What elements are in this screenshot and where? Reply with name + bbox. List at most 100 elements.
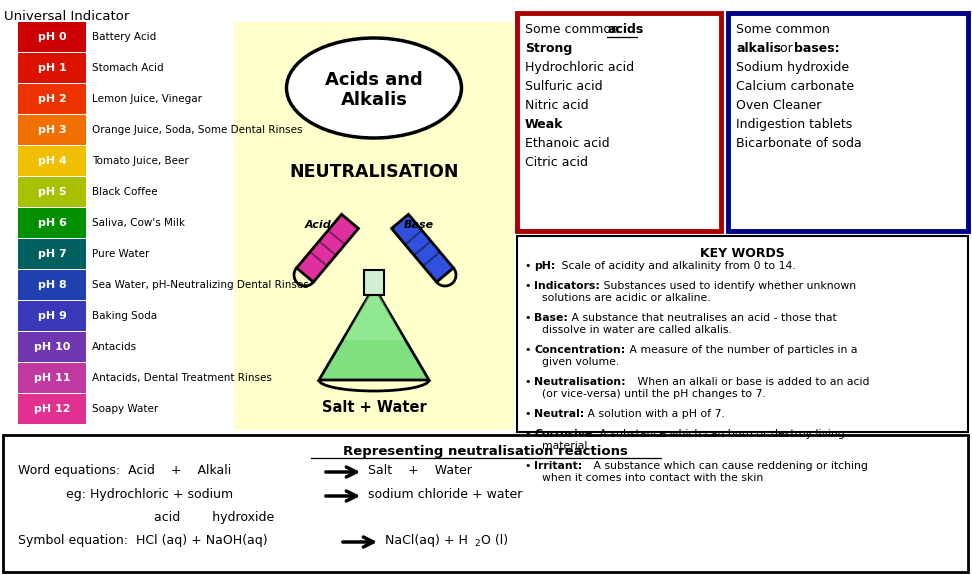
Text: when it comes into contact with the skin: when it comes into contact with the skin (542, 473, 763, 483)
Text: •: • (524, 281, 531, 291)
Bar (517, 236, 968, 432)
Text: Neutral:: Neutral: (534, 409, 584, 419)
Text: Pure Water: Pure Water (92, 249, 150, 259)
Text: NaCl(aq) + H: NaCl(aq) + H (385, 534, 468, 547)
Text: Base:: Base: (534, 313, 568, 323)
Text: Calcium carbonate: Calcium carbonate (736, 80, 854, 93)
Text: material: material (542, 441, 587, 451)
Text: Soapy Water: Soapy Water (92, 404, 158, 414)
Text: pH 5: pH 5 (38, 187, 66, 197)
Text: pH 1: pH 1 (38, 63, 66, 73)
Text: •: • (524, 409, 531, 419)
Text: Bicarbonate of soda: Bicarbonate of soda (736, 137, 862, 150)
Text: pH 7: pH 7 (38, 249, 66, 259)
Text: Sea Water, pH-Neutralizing Dental Rinses: Sea Water, pH-Neutralizing Dental Rinses (92, 280, 309, 290)
Text: Some common: Some common (736, 23, 830, 36)
Text: Oven Cleaner: Oven Cleaner (736, 99, 821, 112)
Text: given volume.: given volume. (542, 357, 619, 367)
Text: pH 9: pH 9 (38, 311, 66, 321)
Bar (517, 13, 721, 231)
Text: pH 0: pH 0 (38, 32, 66, 42)
Text: Salt + Water: Salt + Water (322, 400, 427, 415)
Text: dissolve in water are called alkalis.: dissolve in water are called alkalis. (542, 325, 732, 335)
Text: KEY WORDS: KEY WORDS (700, 247, 784, 260)
Text: •: • (524, 345, 531, 355)
Text: A solution with a pH of 7.: A solution with a pH of 7. (584, 409, 725, 419)
Text: Sulfuric acid: Sulfuric acid (525, 80, 603, 93)
Text: Nitric acid: Nitric acid (525, 99, 589, 112)
Text: Acids and: Acids and (325, 71, 423, 89)
Text: Sodium hydroxide: Sodium hydroxide (736, 61, 850, 74)
Text: eg: Hydrochloric + sodium: eg: Hydrochloric + sodium (66, 488, 233, 501)
Bar (18, 22, 86, 52)
Text: :: : (638, 23, 642, 36)
Text: Salt    +    Water: Salt + Water (368, 464, 471, 477)
Text: Base: Base (403, 220, 434, 231)
Text: Citric acid: Citric acid (525, 156, 588, 169)
Text: Antacids: Antacids (92, 342, 137, 352)
Text: or: or (776, 42, 797, 55)
Text: A substance which can cause reddening or itching: A substance which can cause reddening or… (590, 461, 868, 471)
Text: Black Coffee: Black Coffee (92, 187, 157, 197)
Text: pH 11: pH 11 (34, 373, 70, 383)
Bar (18, 363, 86, 393)
Text: pH 3: pH 3 (38, 125, 66, 135)
Text: O (l): O (l) (481, 534, 508, 547)
Text: Stomach Acid: Stomach Acid (92, 63, 163, 73)
Text: Representing neutralisation reactions: Representing neutralisation reactions (343, 445, 628, 458)
Text: A substance that neutralises an acid - those that: A substance that neutralises an acid - t… (568, 313, 837, 323)
Text: Lemon Juice, Vinegar: Lemon Juice, Vinegar (92, 94, 202, 104)
Text: 2: 2 (474, 539, 479, 548)
Text: •: • (524, 429, 531, 439)
Text: acid        hydroxide: acid hydroxide (154, 511, 274, 524)
Text: pH 4: pH 4 (38, 156, 66, 166)
Text: When an alkali or base is added to an acid: When an alkali or base is added to an ac… (634, 377, 870, 387)
Bar (18, 208, 86, 238)
Text: Concentration:: Concentration: (534, 345, 625, 355)
Bar (728, 13, 968, 231)
Bar (18, 53, 86, 83)
Text: Ethanoic acid: Ethanoic acid (525, 137, 609, 150)
Text: NEUTRALISATION: NEUTRALISATION (290, 163, 459, 181)
Text: alkalis: alkalis (736, 42, 781, 55)
Text: Weak: Weak (525, 118, 564, 131)
Text: pH 8: pH 8 (38, 280, 66, 290)
Text: •: • (524, 261, 531, 271)
Text: pH 12: pH 12 (34, 404, 70, 414)
Text: sodium chloride + water: sodium chloride + water (368, 488, 522, 501)
Bar (18, 270, 86, 300)
Text: •: • (524, 377, 531, 387)
Text: Neutralisation:: Neutralisation: (534, 377, 626, 387)
Text: Battery Acid: Battery Acid (92, 32, 156, 42)
Bar (18, 115, 86, 145)
Bar (18, 146, 86, 176)
Text: A measure of the number of particles in a: A measure of the number of particles in … (626, 345, 857, 355)
Bar (18, 177, 86, 207)
Text: A substance which can burn or destroy living: A substance which can burn or destroy li… (596, 429, 845, 439)
Text: Alkalis: Alkalis (340, 91, 407, 109)
Text: pH 2: pH 2 (38, 94, 66, 104)
Text: (or vice-versa) until the pH changes to 7.: (or vice-versa) until the pH changes to … (542, 389, 766, 399)
Text: bases:: bases: (794, 42, 840, 55)
Text: Acid: Acid (305, 220, 331, 231)
Bar (18, 394, 86, 424)
Text: Word equations:  Acid    +    Alkali: Word equations: Acid + Alkali (18, 464, 231, 477)
Text: pH 6: pH 6 (38, 218, 66, 228)
Bar (18, 84, 86, 114)
Text: Corrosive:: Corrosive: (534, 429, 597, 439)
Text: Saliva, Cow's Milk: Saliva, Cow's Milk (92, 218, 185, 228)
Text: •: • (524, 461, 531, 471)
Polygon shape (296, 214, 359, 282)
Text: pH:: pH: (534, 261, 555, 271)
Text: •: • (524, 313, 531, 323)
Text: Some common: Some common (525, 23, 623, 36)
Text: Indicators:: Indicators: (534, 281, 600, 291)
Bar (234, 22, 514, 430)
Text: Orange Juice, Soda, Some Dental Rinses: Orange Juice, Soda, Some Dental Rinses (92, 125, 302, 135)
Ellipse shape (287, 38, 462, 138)
Text: Baking Soda: Baking Soda (92, 311, 157, 321)
Bar (18, 301, 86, 331)
Text: Antacids, Dental Treatment Rinses: Antacids, Dental Treatment Rinses (92, 373, 272, 383)
Text: Irritant:: Irritant: (534, 461, 582, 471)
Text: Scale of acidity and alkalinity from 0 to 14.: Scale of acidity and alkalinity from 0 t… (558, 261, 796, 271)
